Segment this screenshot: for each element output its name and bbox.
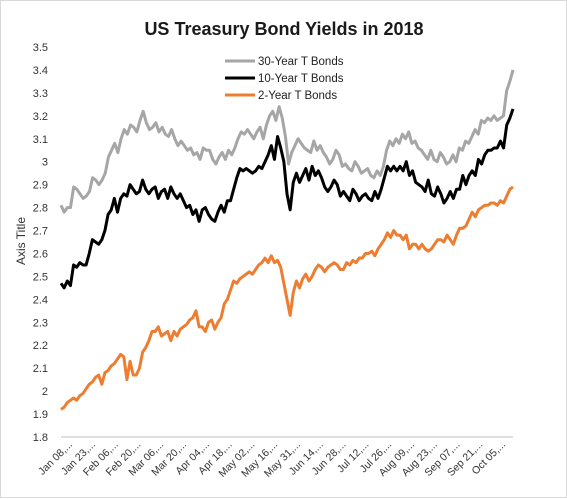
- x-axis-ticks: Jan 08,...Jan 23,...Feb 06,...Feb 20,...…: [36, 439, 508, 480]
- y-tick-label: 3.3: [33, 88, 48, 100]
- legend: 30-Year T Bonds 10-Year T Bonds 2-Year T B…: [225, 56, 344, 102]
- legend-label: 10-Year T Bonds: [258, 73, 344, 85]
- series-line-1: [59, 69, 515, 214]
- y-tick-label: 2.8: [33, 203, 48, 215]
- y-tick-label: 3.1: [33, 134, 48, 146]
- y-tick-label: 1.8: [33, 432, 48, 444]
- chart-title: US Treasury Bond Yields in 2018: [144, 19, 423, 39]
- series-line-3: [60, 185, 514, 411]
- y-tick-label: 3.2: [33, 111, 48, 123]
- legend-label: 2-Year T Bonds: [258, 90, 337, 102]
- y-tick-label: 1.9: [33, 409, 48, 421]
- y-tick-label: 3.4: [33, 65, 48, 77]
- y-tick-label: 2.9: [33, 180, 48, 192]
- legend-label: 30-Year T Bonds: [258, 56, 344, 68]
- y-tick-label: 2.2: [33, 340, 48, 352]
- y-axis-ticks: 1.8 1.9 2 2.1 2.2 2.3 2.4 2.5 2.6 2.7 2.8 2.9 3 3.1 3.…: [33, 42, 48, 444]
- y-tick-label: 2.1: [33, 363, 48, 375]
- y-tick-label: 3: [42, 157, 48, 169]
- y-axis-title: Axis Title: [14, 217, 28, 265]
- y-tick-label: 3.5: [33, 42, 48, 54]
- y-tick-label: 2.6: [33, 248, 48, 260]
- series-line-2: [59, 108, 515, 290]
- y-tick-label: 2.7: [33, 226, 48, 238]
- y-tick-label: 2: [42, 386, 48, 398]
- y-tick-label: 2.3: [33, 317, 48, 329]
- y-tick-label: 2.4: [33, 294, 48, 306]
- y-tick-label: 2.5: [33, 271, 48, 283]
- series-lines: [59, 69, 515, 411]
